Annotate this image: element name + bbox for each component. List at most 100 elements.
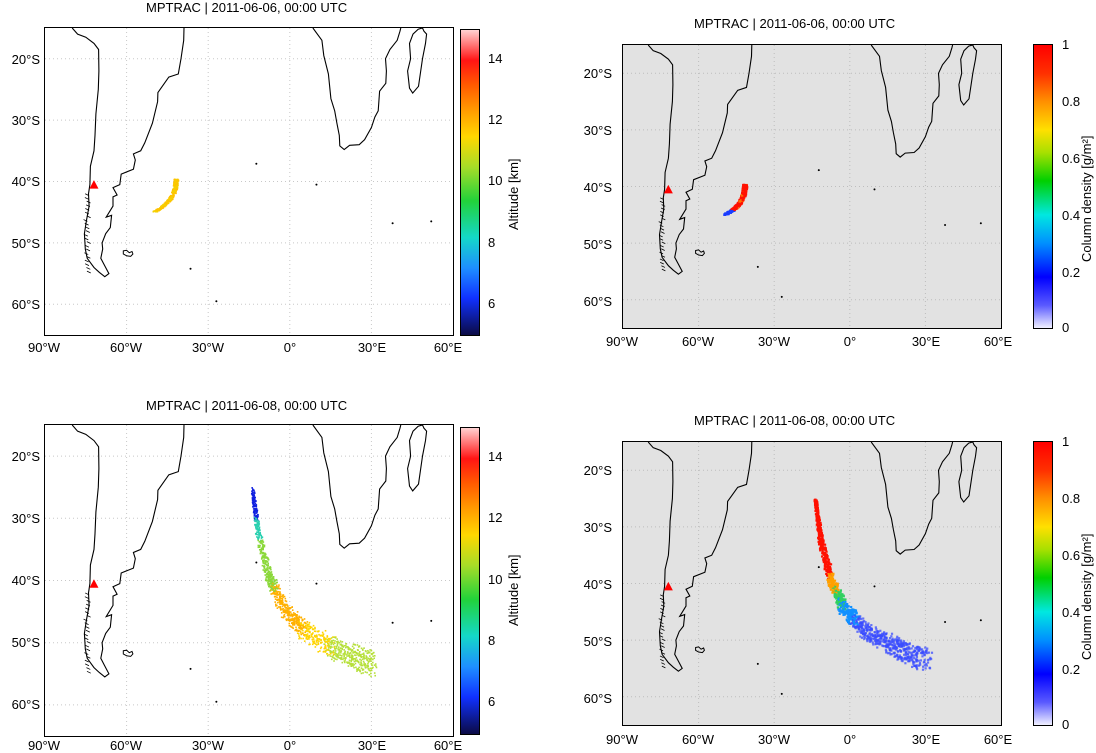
- plume-particle: [298, 635, 300, 637]
- plume-particle: [741, 189, 745, 192]
- coastline-fjord: [658, 221, 663, 224]
- plume-particle: [288, 622, 291, 625]
- plume-particle: [270, 589, 272, 591]
- plume-particle: [330, 643, 332, 646]
- plume-particle: [305, 633, 307, 636]
- plume-particle: [314, 627, 316, 630]
- plume-particle: [292, 612, 295, 614]
- plume-particle: [341, 661, 344, 664]
- plume-particle: [303, 621, 306, 624]
- plume-particle: [350, 657, 353, 660]
- plume-particle: [359, 655, 362, 658]
- plume-particle: [306, 624, 309, 627]
- plume-particle: [817, 537, 820, 541]
- plume-particle: [874, 626, 877, 629]
- plume-particle: [824, 565, 828, 568]
- plume-particle: [355, 657, 358, 659]
- plume-particle: [825, 553, 828, 557]
- plume-particle: [257, 514, 259, 516]
- plume-particle: [906, 653, 909, 656]
- plume-particle: [926, 647, 929, 650]
- plume-particle: [297, 617, 299, 620]
- plume-particle: [280, 616, 283, 619]
- plume-particle: [375, 666, 378, 669]
- plume-particle: [840, 595, 844, 598]
- volcano-marker-triangle: [89, 579, 99, 588]
- plume-particle: [298, 616, 301, 619]
- plume-particle: [344, 659, 347, 661]
- plume-particle: [255, 509, 258, 512]
- plume-particle: [844, 613, 847, 616]
- plume-particle: [866, 637, 869, 640]
- plume-particle: [828, 581, 831, 584]
- plume-particle: [348, 652, 351, 655]
- coastline-fjord: [83, 219, 88, 222]
- plume-particle: [329, 647, 332, 649]
- plume-particle: [317, 643, 320, 646]
- plume-particle: [838, 607, 841, 610]
- plume-particle: [877, 633, 880, 636]
- plume-particle: [298, 636, 301, 639]
- plume-particle: [350, 650, 353, 652]
- plume-particle: [316, 635, 318, 637]
- plume-particle: [839, 598, 842, 601]
- plume-particle: [875, 635, 878, 638]
- plume-particle: [270, 568, 272, 571]
- plume-particle: [256, 519, 258, 521]
- plume-particle: [876, 646, 879, 649]
- plume-particle: [919, 663, 922, 666]
- plume-particle: [742, 183, 745, 187]
- plume-particle: [333, 636, 336, 638]
- plume-particle: [336, 658, 338, 661]
- plume-particle: [881, 632, 884, 635]
- plume-particle: [332, 656, 334, 659]
- plume-particle: [334, 651, 336, 654]
- plume-particle: [852, 625, 855, 628]
- plume-particle: [827, 584, 831, 587]
- plume-particle: [892, 651, 895, 654]
- coastline-fjord: [86, 614, 91, 618]
- plume-particle: [328, 653, 330, 656]
- plume-particle: [163, 203, 166, 206]
- plume-particle: [332, 653, 335, 656]
- colorbar-tick: 0.4: [1062, 208, 1081, 223]
- plume-particle: [915, 655, 919, 659]
- plume-particle: [817, 530, 820, 533]
- y-tick-label: 40°S: [11, 573, 40, 588]
- plume-particle: [265, 575, 268, 577]
- plume-particle: [834, 591, 838, 594]
- plume-particle: [283, 611, 286, 614]
- plume-particle: [902, 641, 905, 645]
- colorbar-tick: 0.6: [1062, 151, 1081, 166]
- plume-particle: [332, 651, 335, 654]
- plume-particle: [907, 646, 910, 649]
- plume-particle: [251, 501, 254, 503]
- coastline-fjord: [84, 637, 89, 640]
- coastline-madagascar: [958, 45, 978, 106]
- plume-particle: [869, 632, 872, 635]
- plume-particle: [874, 637, 877, 640]
- plume-particle: [269, 581, 272, 583]
- plume-particle: [264, 555, 266, 558]
- plume-particle: [262, 556, 265, 559]
- plume-particle: [272, 592, 274, 595]
- plume-particle: [271, 580, 274, 583]
- plume-particle: [930, 651, 934, 654]
- plume-particle: [253, 501, 256, 504]
- plume-particle: [363, 664, 366, 667]
- plume-particle: [372, 658, 374, 661]
- plume-particle: [869, 638, 872, 641]
- plume-particle: [254, 500, 257, 502]
- plume-particle: [316, 638, 319, 640]
- plume-particle: [276, 596, 278, 599]
- plume-particle: [339, 640, 342, 642]
- plume-particle: [360, 659, 363, 662]
- plume-particle: [316, 637, 318, 640]
- plume-particle: [347, 654, 350, 657]
- plume-particle: [319, 647, 322, 650]
- plume-particle: [262, 545, 264, 548]
- plume-particle: [864, 621, 867, 624]
- plume-particle: [299, 629, 301, 632]
- plume-particle: [852, 620, 855, 624]
- plume-particle: [851, 612, 854, 615]
